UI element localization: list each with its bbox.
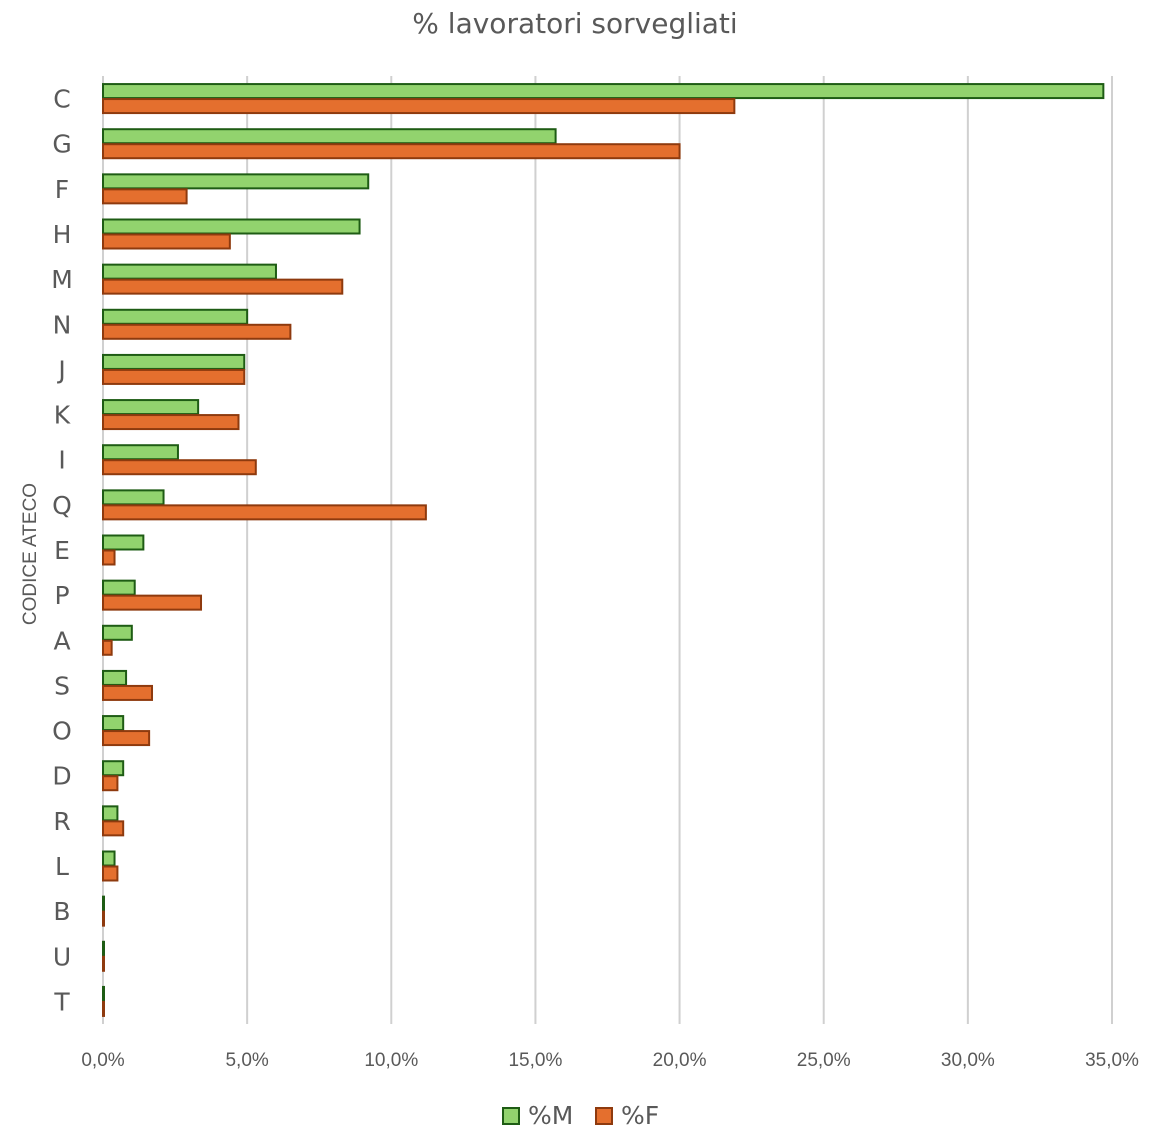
x-tick-label: 10,0% (364, 1050, 418, 1071)
x-tick-label: 0,0% (81, 1050, 124, 1071)
category-label: G (52, 130, 71, 159)
category-label: P (54, 581, 69, 610)
category-label: O (52, 717, 72, 746)
bar-f-L (102, 865, 119, 882)
bar-f-O (102, 730, 151, 747)
category-label: N (53, 310, 72, 339)
bar-f-P (102, 594, 203, 611)
bar-f-A (102, 639, 113, 656)
bars (102, 83, 1105, 1017)
bar-f-I (102, 459, 257, 476)
bar-m-S (102, 669, 128, 686)
category-label: J (56, 355, 65, 384)
bar-f-H (102, 233, 231, 250)
bar-m-I (102, 444, 179, 461)
bar-m-B (102, 895, 105, 912)
y-axis-title: CODICE ATECO (20, 483, 41, 625)
category-label: B (53, 897, 70, 926)
category-label: T (53, 987, 70, 1016)
bar-m-D (102, 760, 125, 777)
category-label: M (51, 265, 73, 294)
bar-m-N (102, 308, 249, 325)
bar-f-G (102, 143, 681, 160)
bar-m-J (102, 353, 246, 370)
bar-f-N (102, 323, 292, 340)
category-label: H (53, 220, 72, 249)
category-label: L (55, 852, 69, 881)
x-tick-label: 5,0% (225, 1050, 268, 1071)
bar-f-K (102, 414, 240, 431)
bar-f-M (102, 278, 344, 295)
x-tick-label: 35,0% (1085, 1050, 1139, 1071)
bar-m-H (102, 218, 361, 235)
bar-f-Q (102, 504, 427, 521)
bar-f-F (102, 188, 188, 205)
category-label: F (55, 175, 69, 204)
legend-swatch (595, 1107, 613, 1125)
bar-f-B (102, 910, 105, 927)
bar-m-M (102, 263, 277, 280)
category-label: C (53, 85, 70, 114)
bar-m-O (102, 715, 125, 732)
bar-m-T (102, 985, 105, 1002)
bar-f-S (102, 684, 154, 701)
category-label: Q (52, 491, 72, 520)
legend-label: %F (621, 1101, 659, 1129)
legend-label: %M (528, 1101, 573, 1129)
bar-m-L (102, 850, 116, 867)
bar-m-P (102, 579, 136, 596)
bar-m-Q (102, 489, 165, 506)
x-tick-label: 15,0% (508, 1050, 562, 1071)
category-label: K (54, 401, 71, 430)
bar-m-A (102, 624, 133, 641)
bar-f-R (102, 820, 125, 837)
bar-m-K (102, 399, 200, 416)
legend-swatch (502, 1107, 520, 1125)
bar-m-G (102, 128, 557, 145)
bar-m-E (102, 534, 145, 551)
bar-f-C (102, 98, 736, 115)
category-label: A (53, 626, 70, 655)
legend: %M %F (502, 1101, 659, 1129)
bar-m-U (102, 940, 105, 957)
bar-m-C (102, 83, 1105, 100)
bar-m-F (102, 173, 370, 190)
category-label: U (53, 942, 71, 971)
chart-title: % lavoratori sorvegliati (412, 7, 737, 40)
gridlines (102, 76, 1113, 1024)
x-tick-label: 20,0% (653, 1050, 707, 1071)
category-label: S (54, 671, 70, 700)
category-label: D (52, 762, 71, 791)
x-tick-labels: 0,0% 5,0% 10,0% 15,0% 20,0% 25,0% 30,0% 35,0% (81, 1050, 1139, 1071)
bar-f-U (102, 955, 105, 972)
bar-f-T (102, 1000, 105, 1017)
bar-m-R (102, 805, 119, 822)
x-tick-label: 25,0% (797, 1050, 851, 1071)
x-tick-label: 30,0% (941, 1050, 995, 1071)
category-label: I (58, 446, 65, 475)
category-label: E (54, 536, 70, 565)
category-label: R (53, 807, 70, 836)
bar-f-D (102, 775, 119, 792)
bar-f-J (102, 368, 246, 385)
bar-f-E (102, 549, 116, 566)
